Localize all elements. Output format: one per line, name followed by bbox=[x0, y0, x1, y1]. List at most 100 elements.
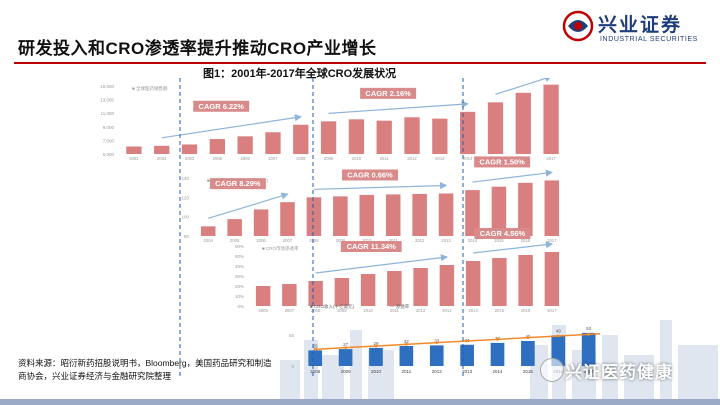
line-point bbox=[496, 337, 499, 341]
bar bbox=[544, 252, 560, 306]
cro-development-chart: 5,000 7,000 9,000 11,000 13,000 15,000 ■ 全球医药销… bbox=[100, 78, 600, 378]
cagr-box bbox=[474, 228, 531, 239]
bar bbox=[200, 226, 216, 236]
data-label: 29 bbox=[373, 341, 379, 346]
cagr-arrow bbox=[208, 192, 289, 219]
x-tick-label: 2008 bbox=[309, 238, 319, 243]
y-tick-label: 80 bbox=[184, 234, 190, 239]
logo-name-cn: 兴业证券 bbox=[598, 15, 683, 36]
y-tick-label: 50% bbox=[235, 254, 244, 259]
x-tick-label: 2009 bbox=[341, 369, 352, 374]
cagr-label: CAGR 11.34% bbox=[347, 242, 397, 251]
cagr-arrow bbox=[315, 254, 449, 274]
x-tick-label: 2003 bbox=[185, 156, 195, 161]
data-label: 25 bbox=[313, 343, 319, 348]
bar bbox=[387, 271, 402, 306]
x-tick-label: 2009 bbox=[324, 156, 334, 161]
x-tick-label: 2011 bbox=[380, 156, 390, 161]
cagr-arrow bbox=[495, 78, 553, 95]
legend-entry: ■ CRO市场渗透率 bbox=[262, 245, 299, 252]
bar bbox=[369, 347, 383, 366]
line-point bbox=[313, 347, 317, 351]
cagr-label: CAGR 4.56% bbox=[480, 229, 526, 238]
bar bbox=[209, 139, 225, 154]
source-note: 资料来源：昭衍新药招股说明书，Bloomberg，美国药品研究和制造商协会，兴业… bbox=[18, 358, 272, 381]
bar bbox=[293, 124, 309, 154]
legend-entry: ■ 全球医药销售额 bbox=[132, 85, 168, 92]
cagr-arrow bbox=[472, 169, 553, 183]
line-point bbox=[374, 344, 378, 348]
x-tick-label: 2007 bbox=[283, 238, 293, 243]
cagr-box bbox=[193, 100, 250, 112]
y-tick-label: 50 bbox=[289, 333, 295, 338]
x-tick-label: 2012 bbox=[416, 308, 426, 313]
x-tick-label: 2014 bbox=[492, 369, 503, 374]
x-tick-label: 2011 bbox=[389, 238, 399, 243]
logo-name-en: INDUSTRIAL SECURITIES bbox=[600, 36, 698, 43]
y-tick-label: 9,000 bbox=[103, 125, 115, 130]
cagr-label: CAGR 8.29% bbox=[215, 179, 261, 188]
x-tick-label: 2013 bbox=[435, 156, 445, 161]
bar bbox=[265, 132, 281, 154]
bar bbox=[518, 255, 533, 306]
wechat-icon bbox=[540, 358, 564, 382]
x-tick-label: 2012 bbox=[407, 156, 417, 161]
bar bbox=[360, 274, 376, 306]
y-tick-label: 40% bbox=[235, 264, 244, 269]
x-tick-label: 2008 bbox=[311, 308, 321, 313]
x-tick-label: 2010 bbox=[371, 369, 382, 374]
x-tick-label: 2015 bbox=[495, 308, 505, 313]
bar bbox=[465, 261, 481, 306]
bar bbox=[308, 350, 323, 366]
x-tick-label: 2006 bbox=[256, 238, 266, 243]
x-tick-label: 2007 bbox=[268, 156, 278, 161]
bar bbox=[154, 145, 170, 154]
bar bbox=[543, 84, 559, 154]
y-tick-label: 5,000 bbox=[103, 152, 115, 157]
bar bbox=[544, 180, 560, 236]
y-tick-label: 0 bbox=[291, 364, 294, 369]
watermark-text: 兴证医药健康 bbox=[565, 363, 673, 382]
bar bbox=[487, 102, 504, 154]
y-tick-label: 11,000 bbox=[101, 111, 115, 116]
bar bbox=[376, 120, 392, 154]
bar bbox=[438, 193, 454, 236]
cagr-arrow bbox=[328, 100, 469, 114]
bar bbox=[490, 342, 505, 366]
x-tick-label: 2009 bbox=[337, 308, 347, 313]
x-tick-label: 2013 bbox=[462, 369, 473, 374]
bar bbox=[412, 193, 427, 236]
y-tick-label: 7,000 bbox=[103, 138, 115, 143]
x-tick-label: 2015 bbox=[494, 238, 504, 243]
cagr-box bbox=[209, 178, 266, 190]
bar bbox=[348, 119, 365, 154]
y-tick-label: 100 bbox=[181, 215, 189, 220]
cagr-arrow bbox=[161, 114, 302, 139]
bar bbox=[308, 281, 323, 306]
bar bbox=[460, 111, 476, 154]
y-tick-label: 20% bbox=[235, 284, 244, 289]
y-tick-label: 30% bbox=[235, 274, 244, 279]
cagr-arrow bbox=[473, 241, 554, 254]
bar bbox=[521, 341, 535, 366]
figure-title: 图1：2001年-2017年全球CRO发展状况 bbox=[203, 68, 397, 80]
bar bbox=[491, 186, 507, 236]
bar bbox=[237, 136, 253, 154]
cagr-box bbox=[340, 241, 402, 252]
x-tick-label: 2011 bbox=[390, 308, 400, 313]
cagr-label: CAGR 2.16% bbox=[365, 89, 411, 98]
x-tick-label: 2004 bbox=[204, 238, 214, 243]
x-tick-label: 2017 bbox=[546, 156, 556, 161]
bar bbox=[181, 144, 198, 154]
data-label: 27 bbox=[343, 342, 349, 347]
x-tick-label: 2003 bbox=[157, 156, 167, 161]
x-tick-label: 2010 bbox=[352, 156, 362, 161]
bar bbox=[439, 265, 455, 306]
bar bbox=[429, 345, 444, 366]
x-tick-label: 2016 bbox=[521, 238, 531, 243]
x-tick-label: 2015 bbox=[523, 369, 534, 374]
line-point bbox=[587, 332, 591, 336]
bar bbox=[518, 182, 533, 236]
cagr-arrow bbox=[313, 182, 448, 190]
bar bbox=[413, 268, 428, 306]
